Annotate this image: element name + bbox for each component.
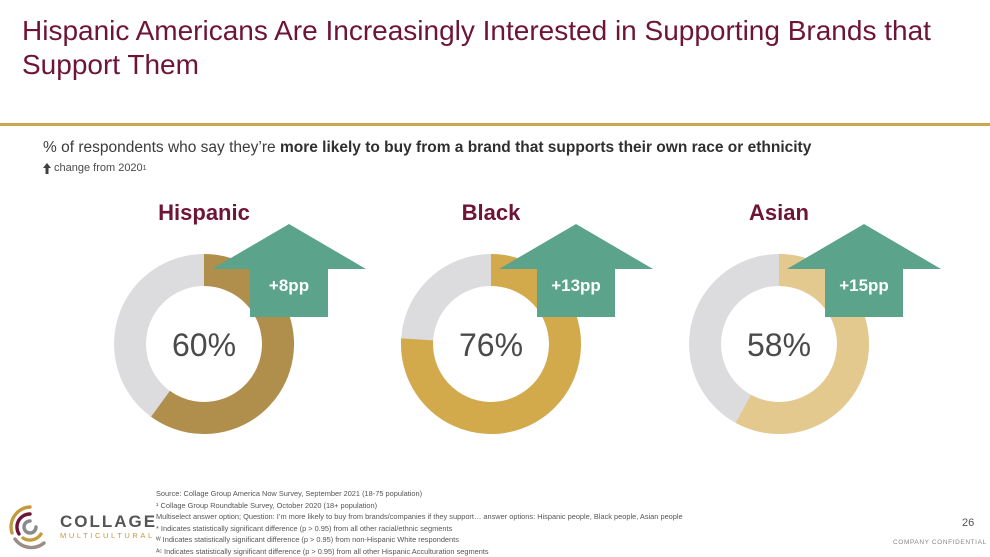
value-label-hispanic: 60% <box>172 327 236 363</box>
footnote-roundtable: ¹ Collage Group Roundtable Survey, Octob… <box>156 500 683 512</box>
donut-charts: Hispanic 60% +8pp Black 76% +13pp Asian 58% +15p… <box>0 190 990 450</box>
logo-subtitle: MULTICULTURAL <box>60 531 157 541</box>
title-divider <box>0 123 990 126</box>
footnote-source: Source: Collage Group America Now Survey… <box>156 488 683 500</box>
subtitle-prefix: % of respondents who say they’re <box>43 139 280 156</box>
category-label-asian: Asian <box>749 200 809 225</box>
value-label-black: 76% <box>459 327 523 363</box>
footnote-significance-acculturation: ᴬᶜ Indicates statistically significant d… <box>156 546 683 557</box>
legend-label: change from 2020 <box>54 162 143 174</box>
logo-wordmark: COLLAGE <box>60 513 157 531</box>
page-number: 26 <box>962 517 974 529</box>
footnotes: Source: Collage Group America Now Survey… <box>156 488 683 557</box>
confidential-label: COMPANY CONFIDENTIAL <box>893 539 987 546</box>
up-arrow-icon <box>43 163 51 174</box>
subtitle-emphasis: more likely to buy from a brand that sup… <box>280 139 811 156</box>
collage-logo: COLLAGE MULTICULTURAL <box>6 503 157 551</box>
change-label-hispanic: +8pp <box>269 276 309 295</box>
category-label-hispanic: Hispanic <box>158 200 250 225</box>
footnote-significance-white: ᵂ Indicates statistically significant di… <box>156 534 683 546</box>
logo-mark-icon <box>6 503 54 551</box>
chart-subtitle: % of respondents who say they’re more li… <box>43 139 811 157</box>
footnote-significance-all: * Indicates statistically significant di… <box>156 523 683 535</box>
footnote-question: Multiselect answer option; Question: I’m… <box>156 511 683 523</box>
change-label-black: +13pp <box>551 276 601 295</box>
category-label-black: Black <box>462 200 521 225</box>
page-title: Hispanic Americans Are Increasingly Inte… <box>22 14 962 82</box>
value-label-asian: 58% <box>747 327 811 363</box>
legend-footnote-mark: 1 <box>143 165 147 172</box>
change-label-asian: +15pp <box>839 276 889 295</box>
